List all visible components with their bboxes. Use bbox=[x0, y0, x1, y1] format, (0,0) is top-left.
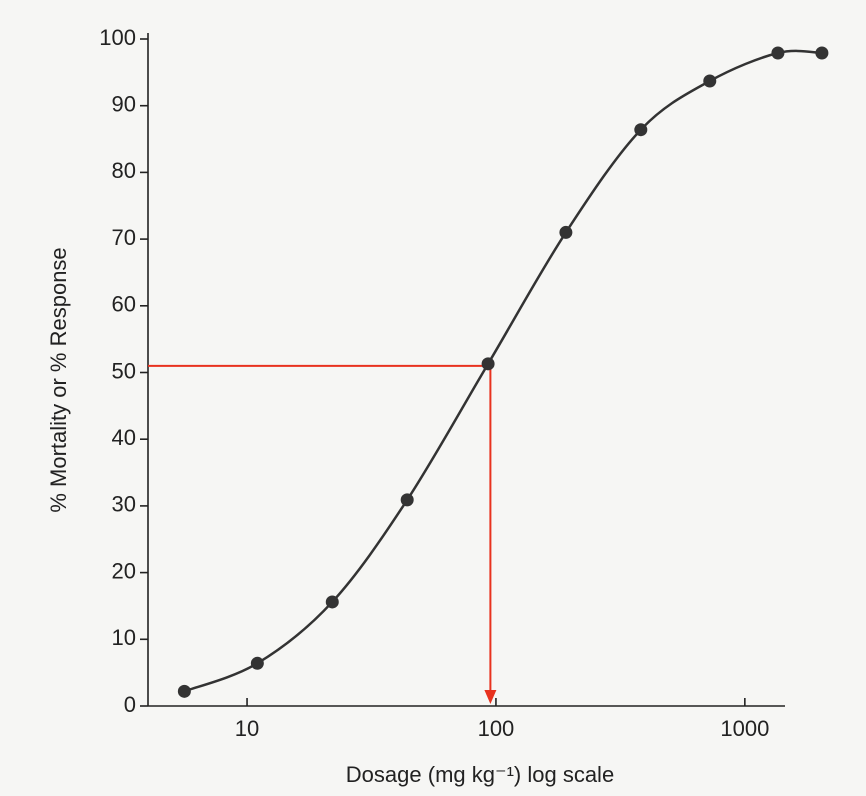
x-axis-label: Dosage (mg kg⁻¹) log scale bbox=[346, 762, 614, 787]
y-tick-label: 10 bbox=[112, 625, 136, 650]
y-axis-label: % Mortality or % Response bbox=[46, 247, 71, 512]
data-point bbox=[177, 684, 191, 698]
data-point bbox=[559, 225, 573, 239]
y-tick-label: 100 bbox=[99, 25, 136, 50]
y-tick-label: 0 bbox=[124, 692, 136, 717]
data-point bbox=[325, 595, 339, 609]
data-point bbox=[400, 493, 414, 507]
y-tick-label: 30 bbox=[112, 492, 136, 517]
data-point bbox=[481, 357, 495, 371]
data-point bbox=[703, 74, 717, 88]
data-point bbox=[250, 656, 264, 670]
x-tick-label: 100 bbox=[478, 716, 515, 741]
x-tick-label: 1000 bbox=[720, 716, 769, 741]
y-tick-label: 40 bbox=[112, 425, 136, 450]
x-tick-label: 10 bbox=[235, 716, 259, 741]
data-point bbox=[634, 123, 648, 137]
y-tick-label: 20 bbox=[112, 558, 136, 583]
reference-arrowhead bbox=[484, 690, 497, 704]
curve bbox=[183, 49, 822, 693]
y-tick-label: 50 bbox=[112, 358, 136, 383]
data-point bbox=[771, 46, 785, 60]
y-tick-label: 90 bbox=[112, 92, 136, 117]
y-tick-label: 60 bbox=[112, 292, 136, 317]
y-tick-label: 70 bbox=[112, 225, 136, 250]
y-tick-label: 80 bbox=[112, 158, 136, 183]
data-point bbox=[815, 46, 829, 60]
